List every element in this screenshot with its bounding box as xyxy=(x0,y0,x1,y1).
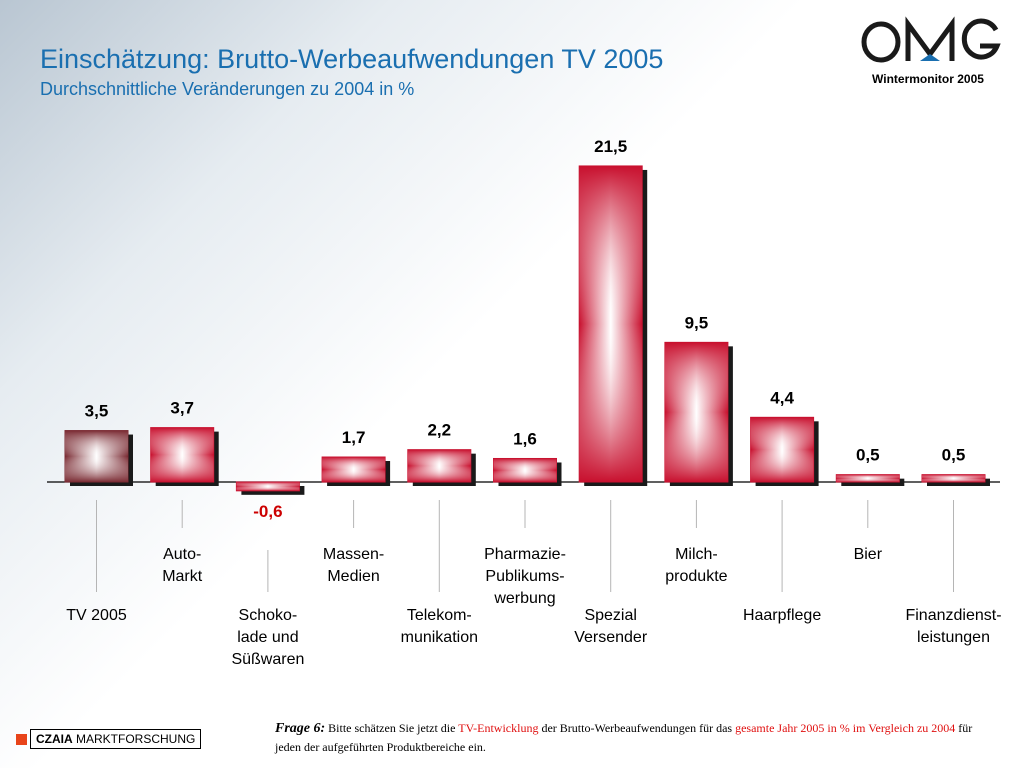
bar xyxy=(493,457,562,486)
category-label: TV 2005 xyxy=(66,607,127,624)
bar-shade xyxy=(836,474,900,482)
brand-bold: CZAIA xyxy=(36,732,73,746)
bar-shade xyxy=(150,427,214,482)
question-text: Frage 6: Bitte schätzen Sie jetzt die TV… xyxy=(275,719,975,756)
bar xyxy=(664,341,733,486)
question-part-1: Bitte schätzen Sie jetzt die xyxy=(325,721,459,735)
category-label: Massen-Medien xyxy=(323,546,384,585)
bar-shade xyxy=(750,417,814,482)
question-highlight-1: TV-Entwicklung xyxy=(458,721,539,735)
question-part-2: der Brutto-Werbeaufwendungen für das xyxy=(538,721,736,735)
bar-shade xyxy=(922,474,985,482)
bar xyxy=(921,474,990,486)
category-label: Haarpflege xyxy=(743,607,821,624)
bar xyxy=(407,449,476,486)
bar xyxy=(750,416,819,486)
bar-chart: 3,5 TV 2005 3,7 Auto-Markt -0,6 Schoko-lade u… xyxy=(47,137,1002,668)
brand-rest: MARKTFORSCHUNG xyxy=(72,732,196,746)
bar xyxy=(321,456,391,486)
bar-value-label: 2,2 xyxy=(427,421,451,440)
question-highlight-2: gesamte Jahr 2005 in % im Vergleich zu 2… xyxy=(735,721,956,735)
bar-value-label: 4,4 xyxy=(770,388,794,407)
bar-shade xyxy=(322,457,386,482)
bar-shade xyxy=(236,482,300,491)
page-title: Einschätzung: Brutto-Werbeaufwendungen T… xyxy=(40,44,664,74)
bar-shade xyxy=(407,449,471,482)
bar-shade xyxy=(579,165,643,482)
category-label: Spezial Versender xyxy=(574,607,648,646)
bar-value-label: 21,5 xyxy=(594,137,627,156)
logo-subtitle: Wintermonitor 2005 xyxy=(872,72,984,86)
category-label: Finanzdienst-leistungen xyxy=(905,607,1001,646)
bar-shade xyxy=(493,458,557,482)
bar xyxy=(150,427,219,486)
bar-value-label: 1,6 xyxy=(513,429,537,448)
omg-logo: Wintermonitor 2005 xyxy=(848,12,1008,90)
bar-value-label: 9,5 xyxy=(685,313,709,332)
question-label: Frage 6: xyxy=(275,721,326,736)
bar-value-label: -0,6 xyxy=(253,502,282,521)
brand-footer: CZAIA MARKTFORSCHUNG xyxy=(16,728,202,750)
bar-value-label: 0,5 xyxy=(856,446,880,465)
bar-shade xyxy=(664,342,728,482)
category-label: Telekom-munikation xyxy=(401,607,478,646)
bar-value-label: 3,7 xyxy=(170,399,194,418)
brand-square-icon xyxy=(16,733,27,745)
category-label: Schoko-lade und Süßwaren xyxy=(231,607,304,668)
bar-shade xyxy=(65,430,128,482)
category-label: Pharmazie-Publikums-werbung xyxy=(484,546,566,607)
bar-value-label: 1,7 xyxy=(342,428,366,447)
category-label: Auto-Markt xyxy=(162,546,203,585)
omg-logo-mark xyxy=(861,16,1001,63)
bar xyxy=(64,430,133,486)
bar xyxy=(578,165,648,486)
category-label: Milch-produkte xyxy=(665,546,727,585)
brand-label: CZAIA MARKTFORSCHUNG xyxy=(30,729,202,749)
page-subtitle: Durchschnittliche Veränderungen zu 2004 … xyxy=(40,79,415,99)
bar xyxy=(235,481,305,495)
bar-value-label: 0,5 xyxy=(942,446,966,465)
category-label: Bier xyxy=(854,546,883,563)
question-part-3: für jeden der aufgeführten Produktbereic… xyxy=(275,721,973,754)
bar xyxy=(835,474,905,486)
bar-value-label: 3,5 xyxy=(85,402,109,421)
